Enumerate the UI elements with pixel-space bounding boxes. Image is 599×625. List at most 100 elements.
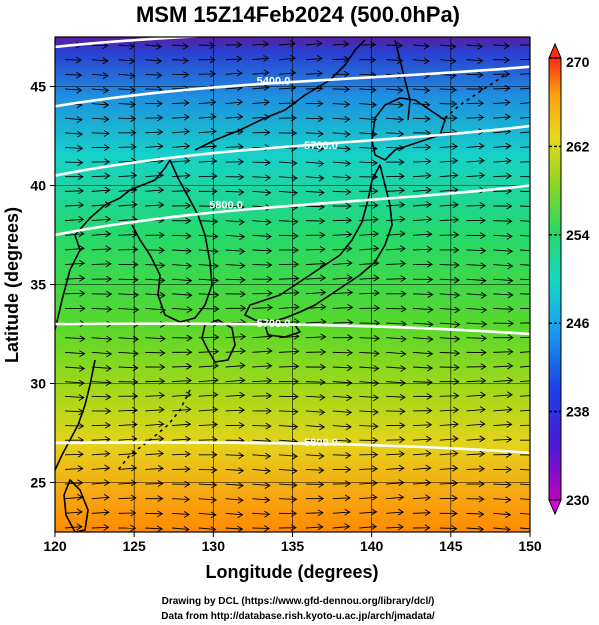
wind-vector-head <box>346 245 353 253</box>
wind-vector-head <box>507 320 515 327</box>
wind-vector-head <box>129 86 136 94</box>
wind-vector-head <box>185 232 192 240</box>
wind-vector-head <box>424 509 431 517</box>
wind-vector <box>386 439 405 441</box>
wind-vector-head <box>317 130 324 138</box>
wind-vector <box>305 381 325 383</box>
wind-vector <box>64 395 84 399</box>
wind-vector-head <box>479 450 486 458</box>
wind-vector-head <box>397 101 404 109</box>
wind-vector <box>252 425 271 427</box>
wind-vector-head <box>318 481 325 488</box>
wind-vector <box>252 498 270 501</box>
wind-vector <box>225 87 243 90</box>
height-contour <box>55 65 530 108</box>
wind-vector <box>359 468 378 470</box>
shikoku-coastline <box>264 321 301 338</box>
wind-vector <box>279 57 296 61</box>
wind-vector <box>359 526 377 529</box>
wind-vector-head <box>425 450 432 457</box>
height-contour <box>55 37 210 49</box>
wind-vector <box>332 497 350 500</box>
wind-vector-head <box>290 84 297 92</box>
wind-vector-head <box>290 524 297 532</box>
wind-vector-head <box>264 510 271 518</box>
wind-vector-head <box>453 276 460 284</box>
wind-vector-head <box>183 71 190 79</box>
wind-vector-head <box>400 320 407 328</box>
colorbar: 270 262 254 246 238 230 <box>548 42 590 516</box>
wind-vector-head <box>238 218 245 226</box>
wind-vector-head <box>182 42 189 50</box>
wind-vector <box>118 337 139 340</box>
wind-vector-head <box>79 335 86 343</box>
wind-vector-head <box>157 114 164 122</box>
wind-vector-head <box>292 393 299 401</box>
wind-vector <box>118 218 138 222</box>
wind-vector-head <box>451 494 458 502</box>
wind-vector-head <box>371 523 378 530</box>
wind-vector <box>493 116 511 119</box>
wind-vector <box>493 351 513 353</box>
wind-vector-head <box>237 98 244 106</box>
wind-vector-head <box>479 201 486 209</box>
wind-vector <box>519 131 530 134</box>
wind-vector <box>172 438 191 441</box>
wind-vector <box>305 57 323 61</box>
wind-vector-head <box>319 393 326 401</box>
wind-vector-head <box>398 144 405 152</box>
wind-vector-head <box>158 186 165 194</box>
wind-vector-head <box>132 350 139 357</box>
wind-vector <box>466 264 486 267</box>
wind-vector <box>118 293 139 296</box>
wind-vector-head <box>239 247 246 255</box>
wind-vector <box>305 512 323 514</box>
wind-vector <box>305 72 323 75</box>
wind-vector-head <box>291 159 298 167</box>
wind-vector-head <box>426 364 434 372</box>
wind-vector-head <box>239 362 246 369</box>
wind-vector-head <box>479 435 486 443</box>
wind-vector <box>64 218 84 222</box>
wind-vector <box>252 101 270 104</box>
wind-vector <box>359 425 378 427</box>
wind-vector-head <box>398 450 406 458</box>
wind-vector-head <box>452 201 459 209</box>
wind-vector-head <box>290 69 297 77</box>
wind-vector-head <box>77 479 84 487</box>
wind-vector-head <box>534 219 539 225</box>
wind-vector-head <box>133 306 140 314</box>
wind-vector-head <box>77 187 84 195</box>
wind-vector <box>439 527 457 530</box>
wind-vector <box>439 59 456 62</box>
wind-vector <box>252 350 272 353</box>
wind-vector-head <box>130 143 137 151</box>
wind-vector-head <box>157 128 164 136</box>
wind-vector <box>493 409 512 412</box>
wind-vector-head <box>289 40 296 47</box>
wind-vector <box>145 204 164 207</box>
wind-vector-head <box>480 335 488 342</box>
wind-vector-head <box>505 142 512 150</box>
wind-vector-head <box>506 217 513 225</box>
wind-vector <box>305 43 322 46</box>
wind-vector-head <box>532 497 537 503</box>
wind-vector-head <box>317 509 324 517</box>
wind-vector-head <box>425 172 432 179</box>
wind-vector-head <box>132 392 139 400</box>
wind-vector-head <box>158 406 165 414</box>
wind-vector-head <box>346 364 353 372</box>
wind-vector <box>493 365 513 368</box>
wind-vector-head <box>427 306 434 313</box>
wind-vector-head <box>454 306 461 314</box>
wind-vector-head <box>480 262 487 270</box>
wind-vector <box>225 249 245 252</box>
wind-vector <box>145 394 165 397</box>
wind-vector-head <box>531 42 536 48</box>
wind-vector-head <box>535 306 540 312</box>
wind-vector-head <box>372 216 379 223</box>
wind-vector-head <box>293 274 300 282</box>
wind-vector-head <box>318 160 325 167</box>
wind-vector-head <box>534 234 539 240</box>
honshu-coastline <box>244 164 393 323</box>
